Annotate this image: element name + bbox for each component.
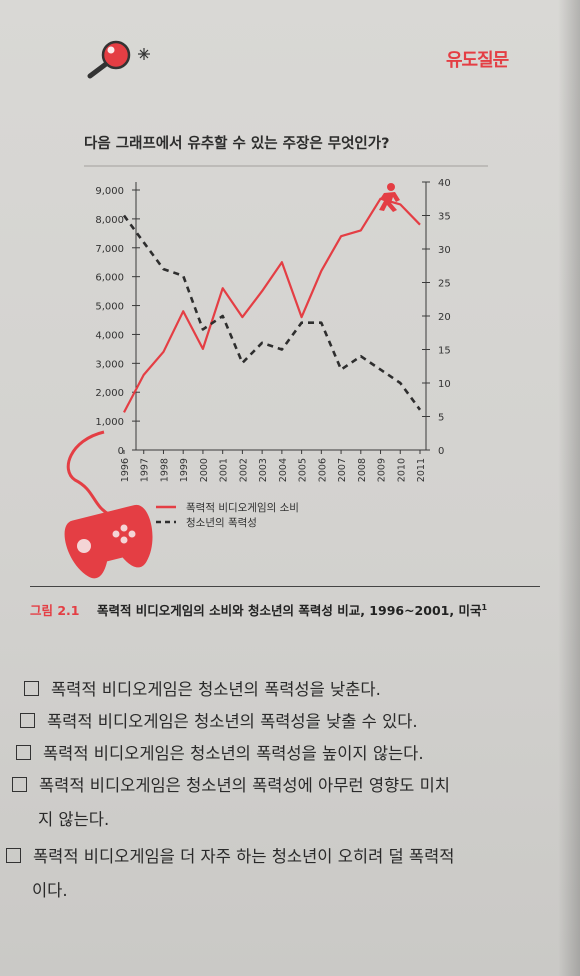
left-tick-label: 5,000 (95, 302, 124, 313)
x-tick-label: 2005 (298, 458, 309, 482)
x-tick-label: 1999 (179, 458, 190, 482)
option-5[interactable]: 폭력적 비디오게임을 더 자주 하는 청소년이 오히려 덜 폭력적 (6, 843, 454, 867)
right-tick-label: 40 (438, 178, 451, 189)
figure-caption-text: 폭력적 비디오게임의 소비와 청소년의 폭력성 비교, 1996~2001, 미… (96, 603, 482, 618)
question-divider (84, 165, 488, 167)
series-line-violence (122, 214, 422, 411)
right-tick-label: 25 (438, 279, 451, 290)
checkbox[interactable] (6, 848, 21, 863)
option-4-continuation: 지 않는다. (38, 810, 110, 829)
left-tick-label: 0 (118, 446, 124, 457)
series-line-game-consumption (123, 197, 421, 413)
checkbox[interactable] (20, 713, 35, 728)
x-tick-label: 1997 (140, 458, 151, 482)
checkbox[interactable] (24, 681, 39, 696)
left-tick-label: 2,000 (95, 388, 124, 399)
option-2[interactable]: 폭력적 비디오게임은 청소년의 폭력성을 낮출 수 있다. (20, 708, 418, 732)
x-tick-label: 2006 (317, 458, 328, 482)
right-tick-label: 15 (438, 346, 451, 357)
magnifier-icon (87, 40, 150, 79)
right-tick-label: 0 (438, 446, 444, 457)
x-tick-label: 2002 (238, 458, 249, 482)
right-tick-label: 35 (438, 212, 451, 223)
page-spine-shadow (558, 0, 580, 976)
right-tick-label: 10 (438, 379, 451, 390)
left-tick-label: 6,000 (95, 273, 124, 284)
checkbox[interactable] (16, 745, 31, 760)
right-tick-label: 20 (438, 312, 451, 323)
figure-divider (30, 586, 540, 587)
x-tick-label: 2010 (396, 458, 407, 482)
x-tick-label: 1998 (159, 458, 170, 482)
x-tick-label: 2011 (416, 458, 427, 482)
x-tick-label: 2009 (377, 458, 388, 482)
left-tick-label: 8,000 (95, 215, 124, 226)
option-1[interactable]: 폭력적 비디오게임은 청소년의 폭력성을 낮춘다. (24, 676, 381, 700)
left-tick-label: 4,000 (95, 330, 124, 341)
option-3-text: 폭력적 비디오게임은 청소년의 폭력성을 높이지 않는다. (43, 744, 424, 763)
chart-axes: 0 1,000 2,000 3,000 4,000 5,000 6,000 7,000 8,00… (95, 178, 450, 482)
gamepad-icon (64, 430, 153, 579)
right-tick-label: 5 (438, 413, 444, 424)
left-tick-label: 3,000 (95, 359, 124, 370)
option-5-continuation: 이다. (32, 881, 68, 900)
legend-label: 폭력적 비디오게임의 소비 (186, 501, 299, 514)
dual-axis-line-chart: 0 1,000 2,000 3,000 4,000 5,000 6,000 7,000 8,00… (64, 178, 451, 579)
figure-caption: 그림 2.1 폭력적 비디오게임의 소비와 청소년의 폭력성 비교, 1996~… (30, 600, 487, 619)
option-4-text: 폭력적 비디오게임은 청소년의 폭력성에 아무런 영향도 미치 (39, 776, 450, 795)
x-tick-label: 2000 (199, 458, 210, 482)
left-tick-label: 7,000 (95, 244, 124, 255)
left-tick-label: 1,000 (95, 417, 124, 428)
running-figure-icon (379, 183, 400, 212)
option-3[interactable]: 폭력적 비디오게임은 청소년의 폭력성을 높이지 않는다. (16, 740, 424, 764)
checkbox[interactable] (12, 777, 27, 792)
x-tick-label: 2001 (219, 458, 230, 482)
option-2-text: 폭력적 비디오게임은 청소년의 폭력성을 낮출 수 있다. (47, 712, 418, 731)
left-tick-label: 9,000 (95, 186, 124, 197)
x-tick-label: 1996 (120, 458, 131, 482)
right-tick-label: 30 (438, 245, 451, 256)
x-tick-label: 2007 (337, 458, 348, 482)
option-5-text: 폭력적 비디오게임을 더 자주 하는 청소년이 오히려 덜 폭력적 (33, 847, 455, 866)
x-tick-label: 2004 (278, 458, 289, 482)
question-text: 다음 그래프에서 유추할 수 있는 주장은 무엇인가? (84, 136, 390, 152)
figure-number: 그림 2.1 (30, 603, 80, 618)
option-4[interactable]: 폭력적 비디오게임은 청소년의 폭력성에 아무런 영향도 미치 (12, 772, 450, 796)
x-tick-label: 2003 (258, 458, 269, 482)
section-tag: 유도질문 (446, 50, 509, 71)
chart-series (122, 197, 422, 413)
legend-label: 청소년의 폭력성 (186, 517, 257, 529)
x-tick-label: 2008 (357, 458, 368, 482)
footnote-mark: 1 (481, 602, 488, 612)
option-1-text: 폭력적 비디오게임은 청소년의 폭력성을 낮춘다. (51, 680, 381, 699)
